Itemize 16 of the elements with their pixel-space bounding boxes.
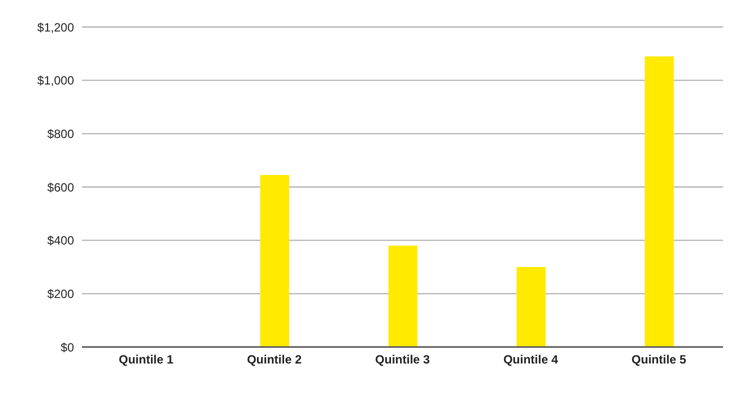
- bar: [644, 56, 674, 347]
- x-tick-label: Quintile 4: [503, 352, 558, 367]
- y-tick-label: $600: [47, 180, 74, 194]
- y-tick-label: $0: [60, 340, 74, 354]
- bar: [388, 246, 418, 347]
- y-tick-label: $1,000: [37, 74, 74, 88]
- bar: [260, 175, 290, 347]
- x-tick-label: Quintile 1: [118, 352, 174, 367]
- x-tick-label: Quintile 2: [246, 352, 302, 367]
- y-tick-label: $1,200: [37, 20, 74, 34]
- x-tick-label: Quintile 3: [375, 352, 430, 367]
- x-tick-label: Quintile 5: [632, 352, 687, 367]
- y-tick-label: $800: [47, 126, 74, 141]
- y-tick-label: $400: [47, 234, 74, 248]
- y-tick-label: $200: [47, 286, 74, 301]
- bar: [516, 267, 546, 347]
